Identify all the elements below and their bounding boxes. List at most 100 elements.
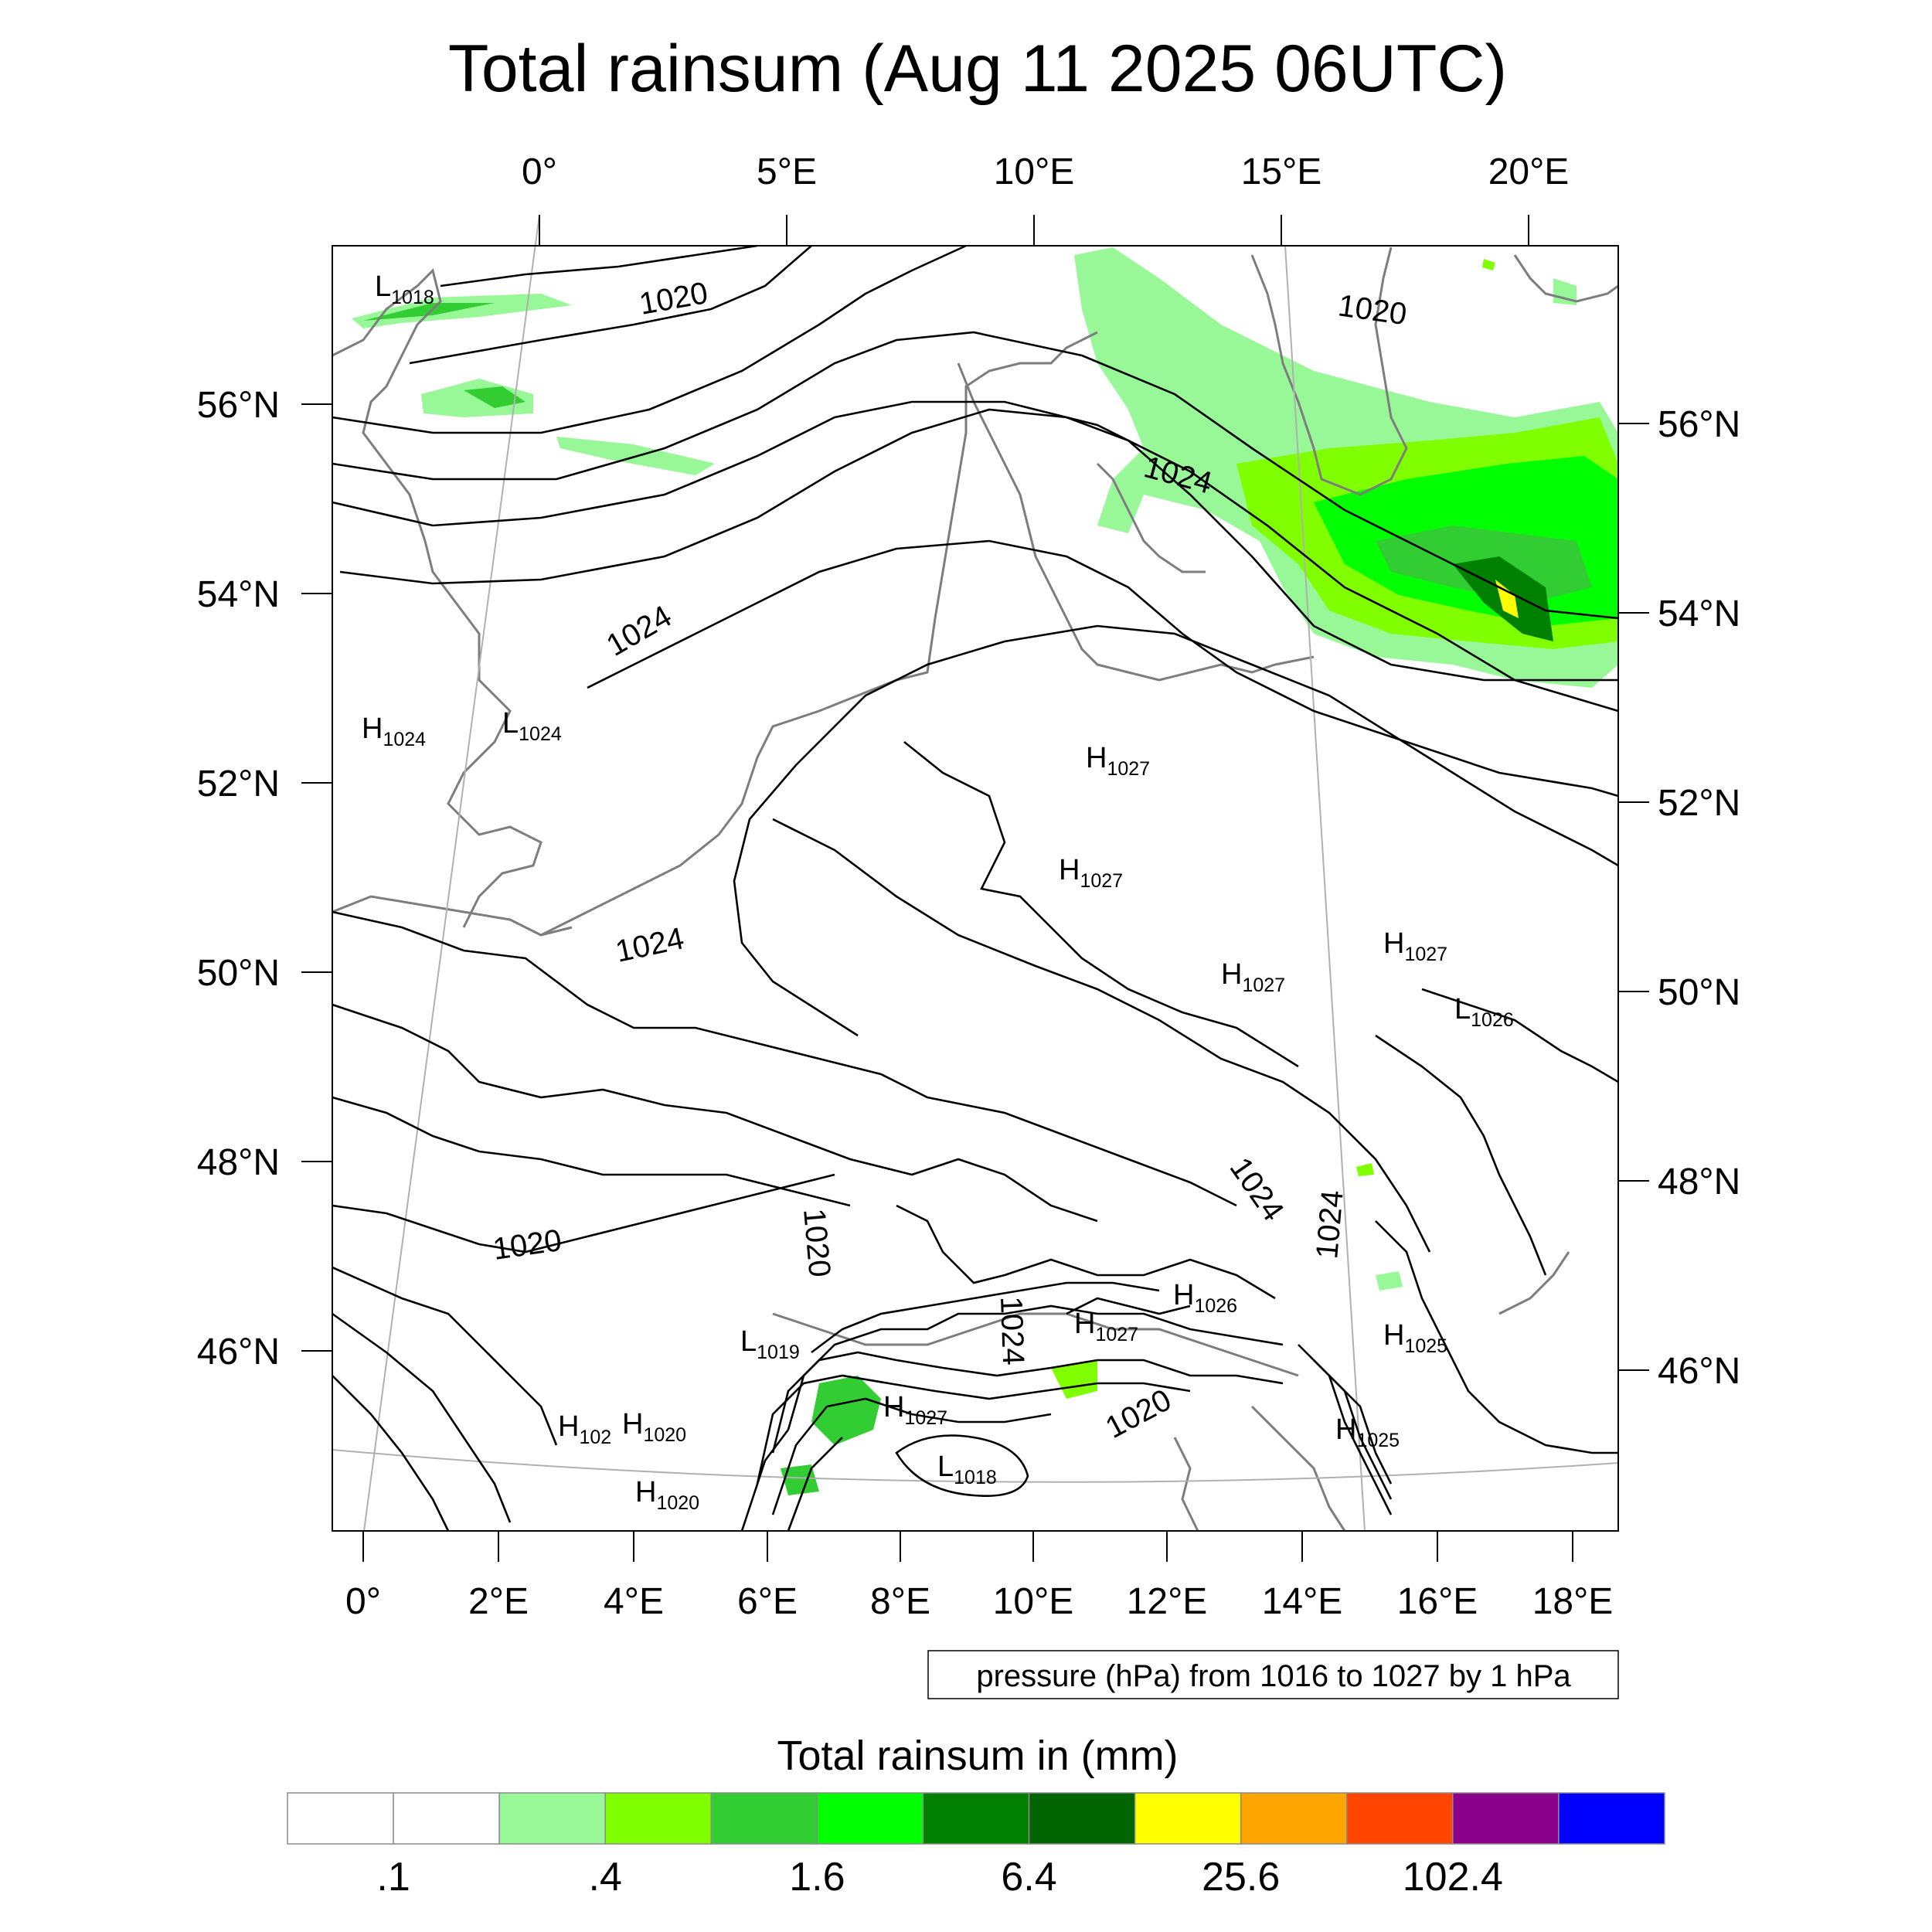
isobar-alps xyxy=(787,1304,1284,1430)
colorbar-box xyxy=(922,1792,1030,1845)
pressure-center-label: H1025 xyxy=(1383,1319,1447,1357)
pressure-center-label: H1026 xyxy=(1173,1279,1237,1317)
pressure-center-type: H xyxy=(883,1391,904,1423)
left-lat-label: 54°N xyxy=(197,574,280,615)
isobar xyxy=(332,910,1237,1207)
bottom-lon-labels: 0° 2°E 4°E 6°E 8°E 10°E 12°E 14°E 16°E 1… xyxy=(345,1581,1613,1622)
colorbar-box xyxy=(604,1792,713,1845)
pressure-center-value: 1019 xyxy=(757,1342,800,1363)
bottom-lon-label: 4°E xyxy=(604,1581,664,1622)
bottom-lon-label: 2°E xyxy=(468,1581,529,1622)
right-lat-labels: 56°N 54°N 52°N 50°N 48°N 46°N xyxy=(1658,404,1740,1392)
pressure-center-value: 1027 xyxy=(904,1407,947,1429)
pressure-center-type: H xyxy=(635,1476,656,1509)
colorbar-label: .1 xyxy=(376,1855,410,1900)
left-lat-label: 50°N xyxy=(197,953,280,994)
map-title: Total rainsum (Aug 11 2025 06UTC) xyxy=(448,32,1507,106)
isobar-alps xyxy=(756,1374,1191,1485)
pressure-center-label: L1019 xyxy=(740,1325,800,1363)
pressure-center-type: H xyxy=(558,1410,579,1443)
bottom-lon-label: 16°E xyxy=(1397,1581,1478,1622)
meridian-0 xyxy=(363,214,540,1532)
isobar xyxy=(332,1266,558,1446)
left-lat-label: 52°N xyxy=(197,764,280,804)
isobar-low-po xyxy=(895,1434,1029,1497)
pressure-center-label: H1027 xyxy=(1221,958,1285,996)
colorbar xyxy=(287,1792,1665,1845)
pressure-center-value: 1018 xyxy=(391,287,434,308)
contour-note-box xyxy=(927,1650,1619,1699)
isobar xyxy=(332,1003,1098,1223)
right-lat-label: 54°N xyxy=(1658,594,1740,634)
pressure-center-label: H1027 xyxy=(1074,1308,1138,1345)
colorbar-label: 25.6 xyxy=(1202,1855,1280,1900)
pressure-center-value: 1026 xyxy=(1194,1295,1237,1317)
pressure-center-label: H1027 xyxy=(883,1391,947,1429)
contour-note: pressure (hPa) from 1016 to 1027 by 1 hP… xyxy=(976,1659,1571,1693)
bottom-lon-label: 10°E xyxy=(993,1581,1074,1622)
rain-patch-northeast xyxy=(1553,278,1577,305)
meridian-15 xyxy=(1284,245,1366,1532)
pressure-center-value: 102 xyxy=(579,1427,611,1448)
pressure-center-label: L1018 xyxy=(937,1451,997,1488)
coastline-venice xyxy=(1173,1437,1199,1532)
rain-patch-north-sea-2-core xyxy=(464,386,526,408)
colorbar-box xyxy=(1452,1792,1560,1845)
pressure-center-label: H1020 xyxy=(635,1476,699,1514)
colorbar-label: 6.4 xyxy=(1001,1855,1056,1900)
isobar xyxy=(332,244,967,434)
bottom-lon-label: 0° xyxy=(345,1581,381,1622)
colorbar-box xyxy=(498,1792,606,1845)
pressure-center-value: 1027 xyxy=(1242,975,1285,996)
top-lon-labels: 0° 5°E 10°E 15°E 20°E xyxy=(522,151,1569,192)
top-lon-label: 20°E xyxy=(1488,151,1570,192)
right-lat-label: 50°N xyxy=(1658,972,1740,1013)
isobar-east xyxy=(1328,1375,1393,1485)
pressure-center-value: 1027 xyxy=(1095,1324,1138,1345)
pressure-center-value: 1018 xyxy=(954,1467,997,1488)
colorbar-box xyxy=(1028,1792,1136,1845)
pressure-center-type: L xyxy=(740,1325,757,1358)
pressure-center-type: H xyxy=(1173,1279,1194,1311)
isobar xyxy=(332,400,1619,713)
bottom-lon-label: 12°E xyxy=(1127,1581,1208,1622)
isobar xyxy=(332,1096,851,1207)
isobar xyxy=(440,244,758,287)
coastline-continent xyxy=(540,331,1098,937)
isobar xyxy=(733,624,1619,1037)
rain-patch-east-2 xyxy=(1356,1163,1374,1176)
pressure-center-type: H xyxy=(1335,1413,1356,1446)
right-lat-label: 56°N xyxy=(1658,404,1740,445)
isobar xyxy=(332,1375,450,1532)
top-lon-label: 0° xyxy=(522,151,557,192)
pressure-center-value: 1025 xyxy=(1356,1430,1400,1451)
pressure-center-label: H102 xyxy=(558,1410,611,1448)
pressure-center-type: H xyxy=(1074,1308,1095,1340)
colorbar-box xyxy=(287,1792,394,1845)
isobar-alps xyxy=(1066,1297,1191,1315)
parallel-45 xyxy=(332,1449,1619,1483)
colorbar-box xyxy=(1346,1792,1454,1845)
pressure-center-type: H xyxy=(1059,854,1080,886)
border-alps xyxy=(772,1312,1299,1377)
isobar-alps xyxy=(811,1281,1160,1354)
left-lat-label: 48°N xyxy=(197,1142,280,1183)
rain-patch-east xyxy=(1376,1271,1403,1291)
isobar xyxy=(1421,988,1619,1083)
colorbar-labels: .1 .4 1.6 6.4 25.6 102.4 xyxy=(376,1855,1503,1900)
coastline-adriatic xyxy=(1250,1405,1346,1532)
pressure-center-label: H1025 xyxy=(1335,1413,1400,1451)
rain-patch-alps-west xyxy=(811,1376,881,1445)
pressure-center-value: 1026 xyxy=(1471,1009,1514,1031)
isobar xyxy=(332,1173,835,1253)
isobar xyxy=(896,1204,1276,1300)
colorbar-label: .4 xyxy=(589,1855,622,1900)
axis-ticks xyxy=(301,215,1649,1562)
colorbar-box xyxy=(1134,1792,1242,1845)
pressure-center-value: 1025 xyxy=(1404,1335,1447,1357)
lake-balaton xyxy=(1498,1251,1570,1315)
isobar xyxy=(332,1312,512,1523)
pressure-center-type: H xyxy=(1221,958,1242,991)
pressure-center-value: 1027 xyxy=(1080,870,1123,892)
pressure-center-label: L1026 xyxy=(1454,993,1514,1031)
